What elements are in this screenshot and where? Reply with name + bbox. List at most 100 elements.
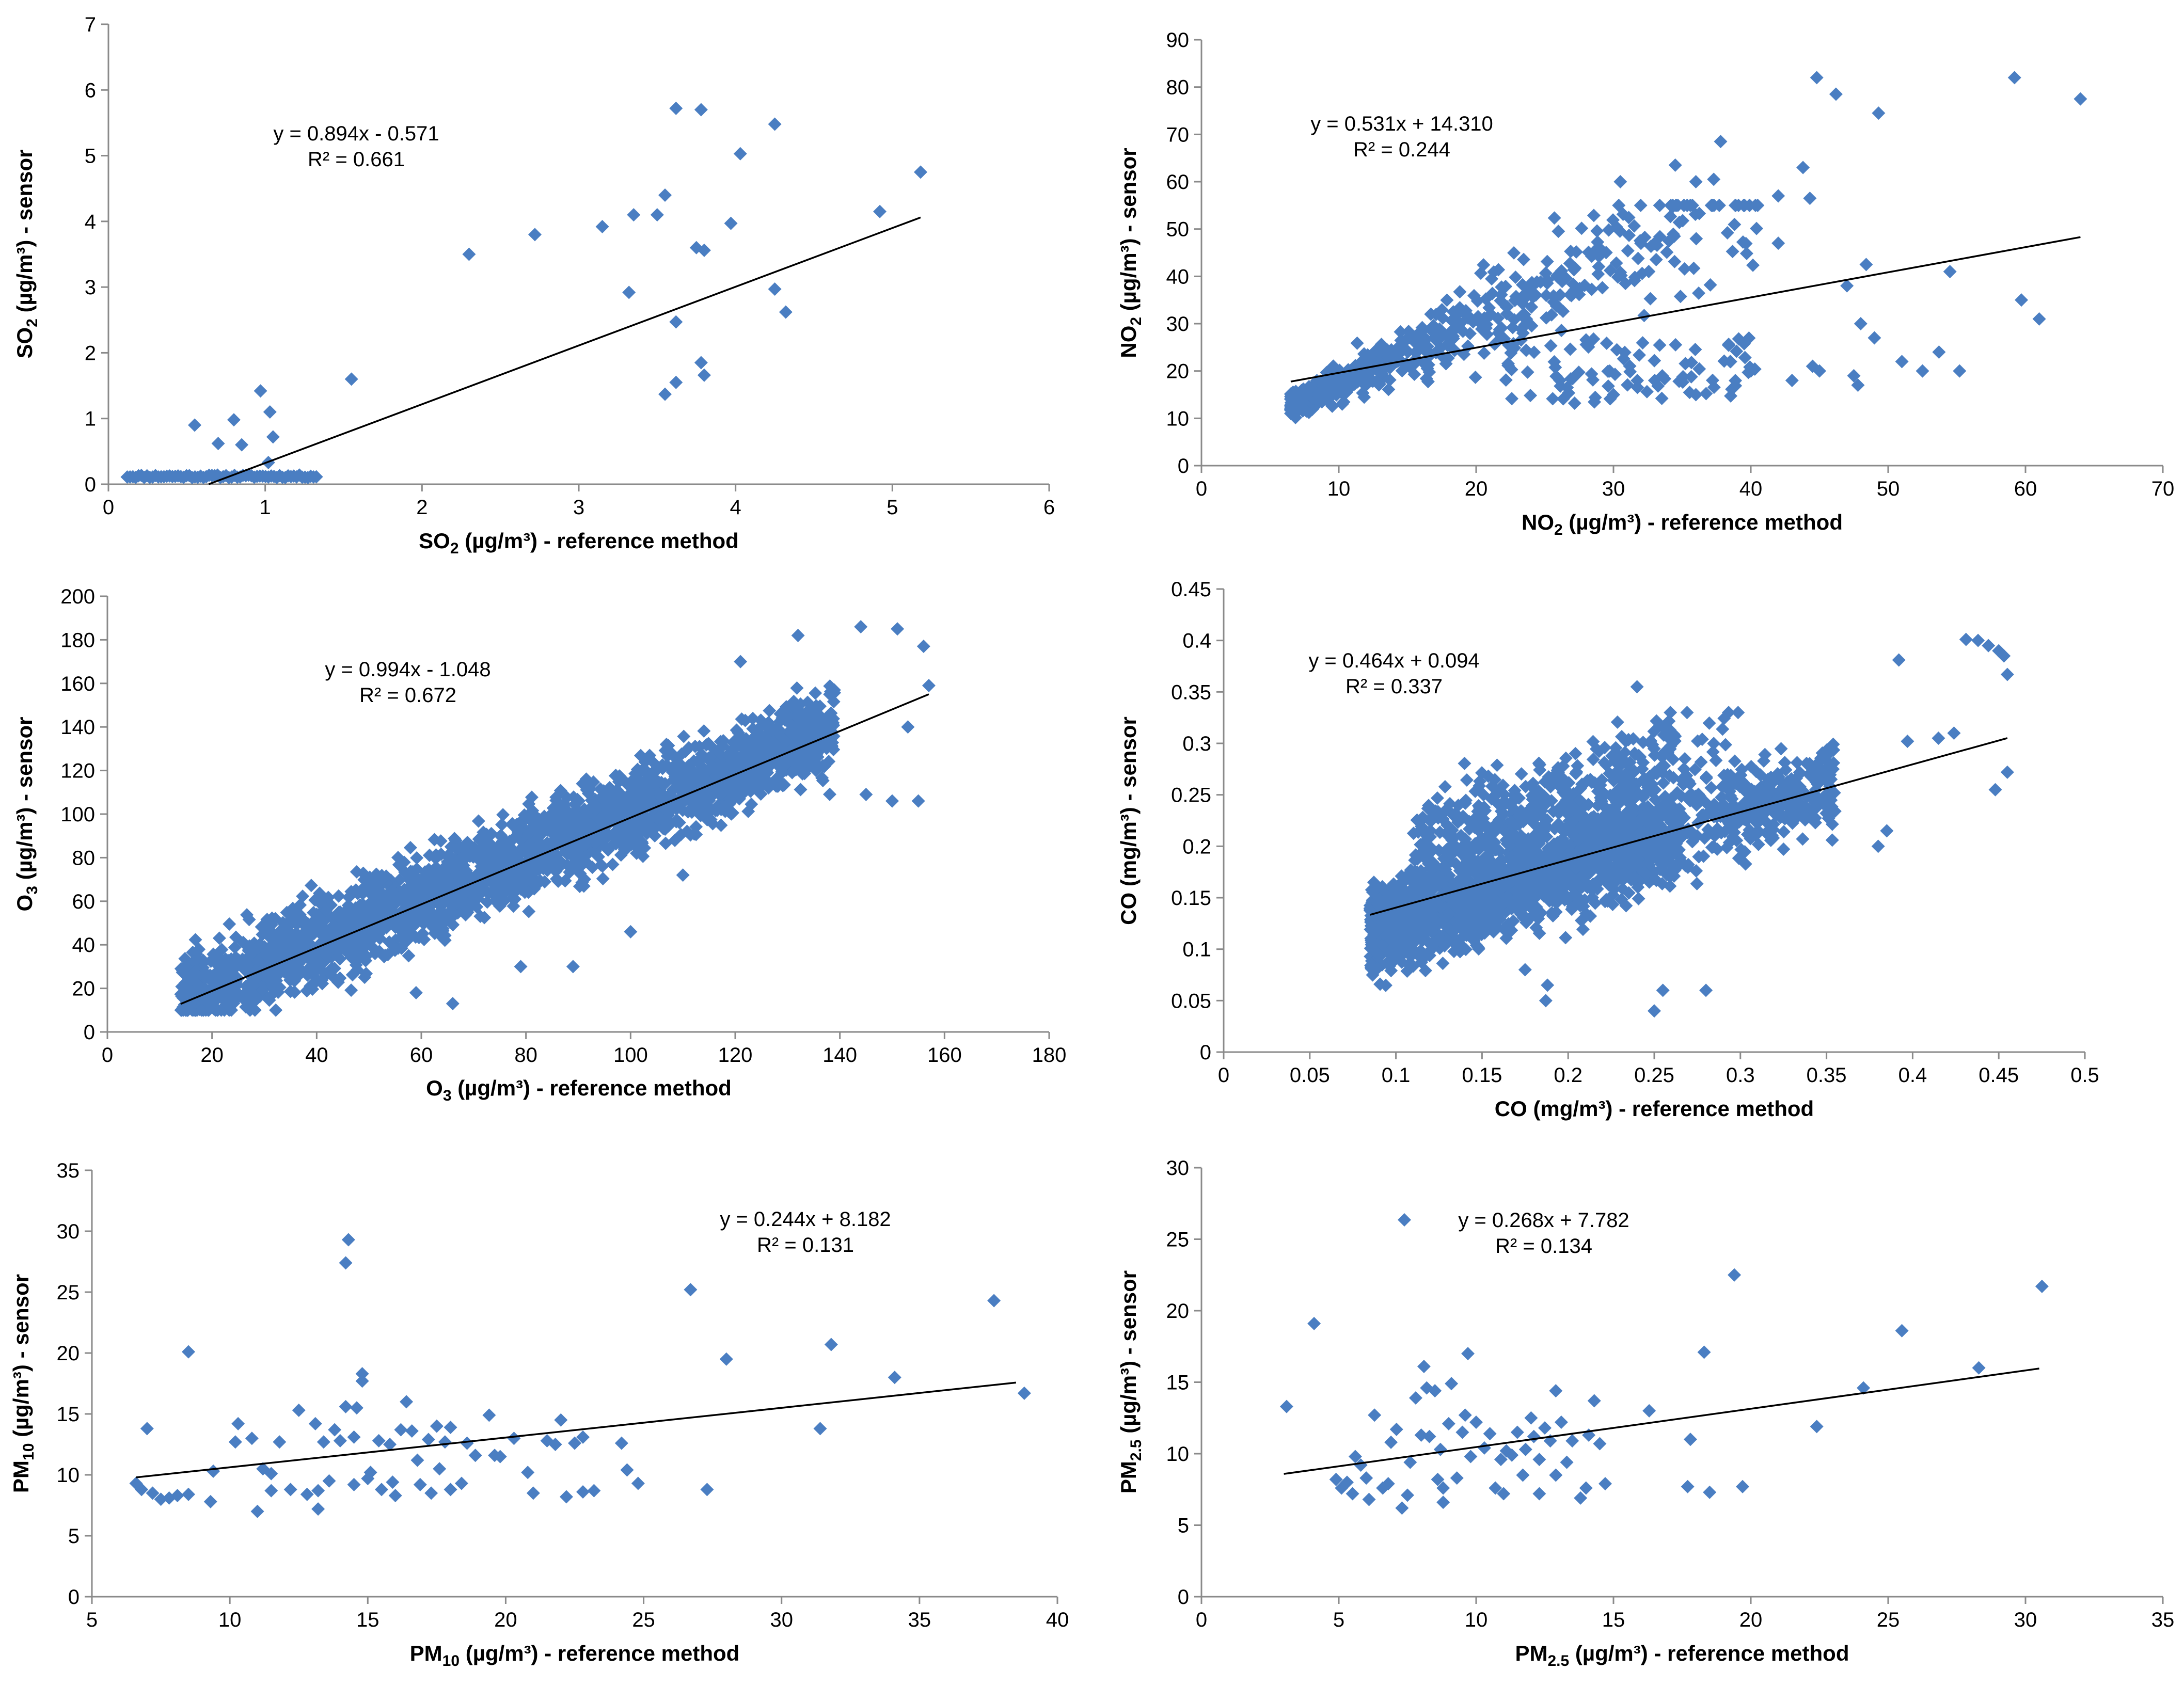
so2-x-axis-label: SO2 (µg/m³) - reference method — [419, 529, 739, 557]
o3-point — [319, 903, 333, 917]
o3-point — [651, 774, 664, 788]
no2-point — [2074, 92, 2087, 106]
o3-point — [629, 838, 643, 852]
no2-point — [1374, 344, 1388, 358]
co-x-tick-label: 0 — [1218, 1064, 1229, 1087]
no2-point — [1552, 225, 1565, 238]
o3-point — [794, 758, 808, 772]
no2-point — [1519, 343, 1533, 357]
no2-point — [1439, 357, 1453, 371]
o3-point — [514, 960, 528, 974]
o3-point — [378, 948, 392, 962]
no2-y-tick-label: 90 — [1166, 29, 1190, 52]
o3-point — [801, 717, 815, 731]
no2-point — [1440, 293, 1454, 307]
no2-y-tick-label: 50 — [1166, 218, 1190, 241]
no2-point — [1673, 290, 1687, 304]
o3-point — [602, 791, 615, 805]
co-x-tick-label: 0.45 — [1979, 1064, 2019, 1087]
co-data-points — [1363, 632, 2014, 1018]
o3-point — [338, 916, 352, 930]
o3-point — [402, 872, 416, 886]
no2-point — [1650, 238, 1664, 252]
no2-point — [1533, 275, 1547, 289]
no2-point — [1572, 365, 1586, 379]
co-y-tick-label: 0.35 — [1171, 681, 1211, 704]
o3-point — [732, 726, 746, 740]
no2-point — [1573, 281, 1587, 295]
so2-point — [528, 228, 542, 242]
no2-point — [1662, 234, 1676, 248]
co-x-tick-label: 0.35 — [1807, 1064, 1847, 1087]
no2-point — [1487, 265, 1501, 279]
o3-point — [738, 741, 752, 755]
no2-point — [1728, 198, 1742, 212]
so2-point — [697, 368, 711, 382]
no2-point — [1446, 305, 1460, 319]
o3-point — [473, 910, 487, 924]
no2-point — [1840, 279, 1854, 293]
o3-point — [555, 809, 569, 823]
so2-point — [211, 437, 225, 451]
no2-y-axis-label-sub: 2 — [1128, 317, 1145, 326]
no2-x-tick-label: 70 — [2151, 478, 2175, 500]
no2-point — [1539, 289, 1553, 303]
no2-point — [1563, 342, 1577, 356]
o3-point — [801, 695, 815, 709]
o3-point — [911, 794, 925, 808]
co-point — [1690, 734, 1704, 748]
o3-point — [442, 862, 456, 876]
no2-point — [1564, 372, 1578, 386]
no2-point — [1540, 255, 1554, 268]
no2-point — [1294, 392, 1308, 406]
no2-point — [1689, 175, 1703, 188]
o3-point — [523, 837, 536, 851]
o3-point — [796, 767, 810, 781]
no2-point — [1515, 296, 1529, 310]
o3-point — [300, 963, 314, 977]
o3-point — [508, 892, 522, 906]
so2-y-tick-label: 0 — [85, 473, 96, 496]
o3-point — [815, 771, 829, 785]
no2-y-tick-label: 20 — [1166, 360, 1190, 383]
no2-point — [1374, 365, 1388, 379]
o3-point — [827, 683, 841, 697]
co-point — [1586, 753, 1600, 767]
o3-point — [754, 729, 768, 743]
so2-point — [779, 305, 793, 319]
co-y-tick-label: 0.45 — [1171, 578, 1211, 601]
o3-y-tick-label: 100 — [60, 803, 95, 826]
no2-y-tick-label: 70 — [1166, 123, 1190, 146]
no2-point — [1501, 357, 1515, 371]
no2-point — [1608, 368, 1622, 381]
so2-trendline — [208, 216, 921, 485]
o3-point — [517, 808, 531, 822]
o3-point — [312, 961, 326, 975]
no2-point — [1470, 294, 1484, 308]
o3-point — [410, 851, 424, 865]
so2-y-tick-label: 3 — [85, 276, 96, 299]
no2-y-tick-label: 10 — [1166, 407, 1190, 430]
o3-point — [495, 818, 509, 832]
no2-point — [1648, 374, 1661, 387]
o3-point — [522, 826, 536, 840]
no2-point — [1360, 348, 1374, 362]
so2-point — [235, 438, 249, 452]
o3-point — [495, 856, 509, 870]
no2-point — [1591, 267, 1605, 281]
o3-point — [609, 837, 623, 851]
no2-point — [1653, 198, 1667, 212]
so2-point — [694, 356, 708, 370]
so2-point — [650, 208, 664, 222]
o3-point — [810, 702, 824, 716]
no2-x-tick-label: 50 — [1877, 478, 1900, 500]
so2-point — [669, 375, 683, 389]
so2-r-squared: R² = 0.661 — [308, 148, 405, 171]
o3-point — [279, 962, 293, 976]
so2-y-tick-label: 2 — [85, 342, 96, 364]
no2-point — [1677, 198, 1691, 212]
so2-x-tick-label: 3 — [573, 496, 584, 519]
no2-point — [1738, 351, 1752, 364]
o3-point — [510, 883, 524, 897]
